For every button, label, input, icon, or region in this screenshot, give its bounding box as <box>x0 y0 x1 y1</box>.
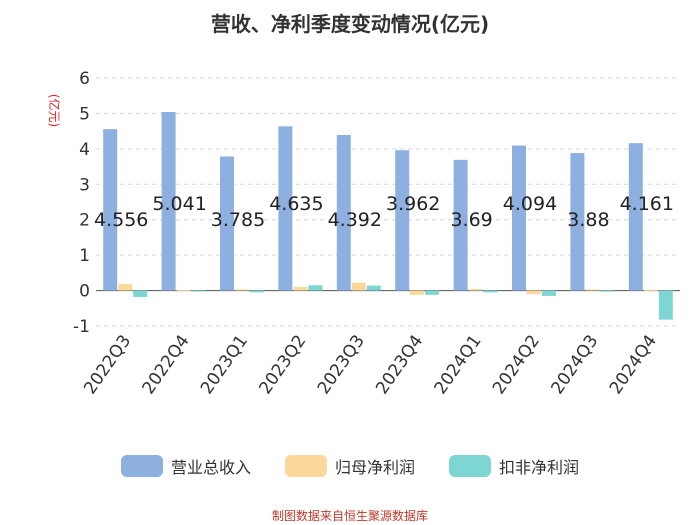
bar-revenue <box>628 143 643 291</box>
legend: 营业总收入 归母净利润 扣非净利润 <box>0 454 700 478</box>
x-tick-label: 2024Q2 <box>489 331 544 398</box>
bar-net-profit <box>468 289 483 291</box>
x-tick-label: 2022Q4 <box>139 331 194 398</box>
bar-net-profit <box>585 289 600 291</box>
bar-net-profit <box>293 287 308 291</box>
data-label: 4.556 <box>94 209 148 231</box>
bar-deducted-profit <box>658 290 673 320</box>
bar-revenue <box>395 150 410 291</box>
data-label: 5.041 <box>152 193 206 215</box>
data-label: 4.392 <box>328 209 382 231</box>
data-label: 3.88 <box>567 209 609 231</box>
x-tick-label: 2022Q3 <box>80 331 135 398</box>
legend-label-deducted-profit: 扣非净利润 <box>499 458 580 477</box>
y-tick-label: 3 <box>79 175 90 195</box>
bar-revenue <box>103 129 118 291</box>
data-label: 4.094 <box>503 193 557 215</box>
bar-revenue <box>161 111 176 291</box>
bar-revenue <box>570 153 585 291</box>
data-label: 4.161 <box>620 193 674 215</box>
bar-revenue <box>220 156 234 291</box>
chart-title: 营收、净利季度变动情况(亿元) <box>210 12 490 36</box>
bar-revenue <box>453 159 468 291</box>
bar-deducted-profit <box>425 290 440 295</box>
legend-label-revenue: 营业总收入 <box>170 458 251 477</box>
data-label: 3.785 <box>211 209 265 231</box>
x-tick-label: 2023Q1 <box>197 331 252 398</box>
bar-deducted-profit <box>542 290 556 296</box>
data-label: 4.635 <box>269 193 323 215</box>
data-label: 3.69 <box>450 209 492 231</box>
bar-revenue <box>336 134 351 291</box>
bar-deducted-profit <box>308 285 323 291</box>
bar-net-profit <box>527 290 541 295</box>
data-label: 3.962 <box>386 193 440 215</box>
x-tick-label: 2024Q1 <box>431 331 486 398</box>
bar-net-profit <box>410 290 425 295</box>
y-tick-label: 5 <box>79 104 90 124</box>
y-tick-label: 1 <box>79 246 90 266</box>
x-tick-label: 2024Q3 <box>547 331 602 398</box>
legend-item-net-profit[interactable]: 归母净利润 <box>284 454 415 478</box>
bar-net-profit <box>176 289 191 291</box>
legend-label-net-profit: 归母净利润 <box>334 458 415 477</box>
x-tick-label: 2024Q4 <box>606 331 661 398</box>
bar-deducted-profit <box>133 290 148 297</box>
bar-net-profit <box>351 282 366 291</box>
legend-item-revenue[interactable]: 营业总收入 <box>120 454 251 478</box>
y-tick-label: 0 <box>79 282 90 302</box>
legend-swatch-net-profit <box>284 455 327 477</box>
y-tick-label: 6 <box>79 69 90 89</box>
legend-swatch-deducted-profit <box>449 455 491 477</box>
y-tick-label: 2 <box>79 211 90 231</box>
y-tick-label: 4 <box>79 140 90 160</box>
bar-revenue <box>512 145 526 291</box>
legend-swatch-revenue <box>120 455 163 477</box>
bar-deducted-profit <box>483 290 498 293</box>
bar-net-profit <box>235 289 249 291</box>
bar-deducted-profit <box>600 290 615 292</box>
y-tick-label: -1 <box>73 317 90 337</box>
bar-net-profit <box>643 289 658 291</box>
bar-deducted-profit <box>250 290 264 293</box>
bar-deducted-profit <box>191 290 206 292</box>
bar-deducted-profit <box>366 285 381 291</box>
bar-net-profit <box>118 284 133 291</box>
data-source: 制图数据来自恒生聚源数据库 <box>271 509 428 523</box>
x-tick-label: 2023Q2 <box>255 331 310 398</box>
x-tick-label: 2023Q3 <box>314 331 369 398</box>
legend-item-deducted-profit[interactable]: 扣非净利润 <box>449 454 579 478</box>
bar-revenue <box>278 126 293 291</box>
x-tick-label: 2023Q4 <box>372 331 427 398</box>
